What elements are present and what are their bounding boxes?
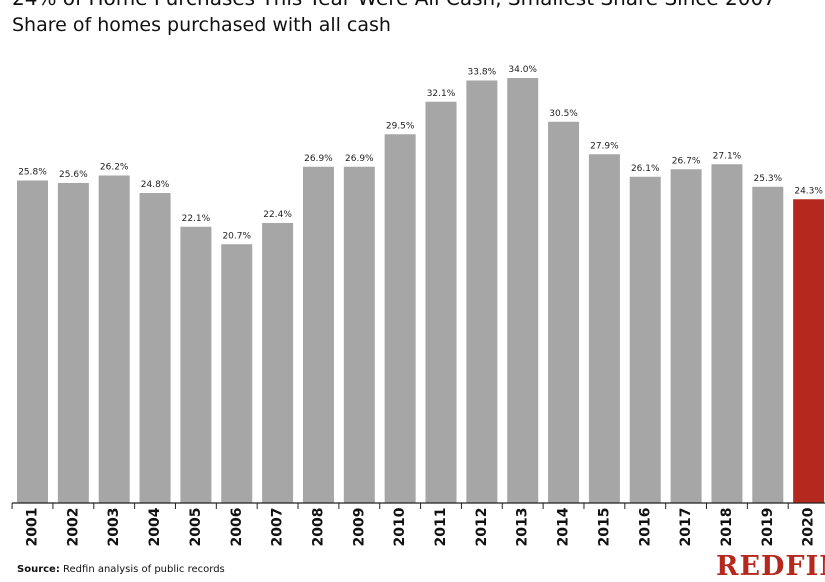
bar-2005 — [180, 226, 212, 503]
data-label-2012: 33.8% — [468, 68, 497, 78]
x-tick-label-2013: 2013 — [515, 508, 531, 547]
bar-2002 — [57, 183, 89, 503]
bar-2009 — [343, 166, 375, 503]
data-label-2017: 26.7% — [672, 156, 701, 166]
data-label-2016: 26.1% — [631, 164, 660, 174]
bar-2010 — [384, 134, 416, 503]
bar-2003 — [98, 175, 130, 503]
x-tick-label-2011: 2011 — [433, 508, 449, 547]
bar-2008 — [302, 166, 334, 503]
data-label-2007: 22.4% — [263, 210, 292, 220]
bar-2007 — [262, 223, 294, 503]
x-tick-label-2003: 2003 — [106, 508, 122, 547]
x-tick-label-2018: 2018 — [719, 508, 735, 547]
data-label-2015: 27.9% — [590, 141, 619, 151]
bar-2004 — [139, 193, 171, 503]
x-tick-label-2010: 2010 — [392, 507, 408, 546]
x-tick-label-2012: 2012 — [474, 508, 490, 547]
bar-2018 — [711, 164, 743, 503]
bar-2016 — [629, 176, 661, 503]
bar-2014 — [548, 121, 580, 503]
x-tick-label-2009: 2009 — [351, 508, 367, 547]
data-label-2011: 32.1% — [427, 89, 456, 99]
bar-2020 — [793, 199, 825, 503]
redfin-logo: REDFIN — [716, 551, 825, 582]
data-label-2013: 34.0% — [508, 65, 537, 75]
data-label-2008: 26.9% — [304, 154, 333, 164]
data-label-2005: 22.1% — [182, 214, 211, 224]
x-tick-label-2017: 2017 — [678, 508, 694, 547]
bar-2012 — [466, 80, 498, 503]
bar-2015 — [588, 154, 620, 503]
data-label-2002: 25.6% — [59, 170, 88, 180]
source-note: Source: Redfin analysis of public record… — [17, 564, 225, 575]
x-tick-label-2016: 2016 — [637, 508, 653, 547]
source-text: Redfin analysis of public records — [63, 564, 225, 575]
bar-2006 — [221, 244, 253, 503]
x-tick-label-2014: 2014 — [556, 507, 572, 546]
bar-2001 — [17, 180, 48, 503]
data-label-2018: 27.1% — [713, 151, 742, 161]
bar-2013 — [507, 78, 539, 503]
x-tick-label-2004: 2004 — [147, 507, 163, 546]
data-label-2009: 26.9% — [345, 154, 374, 164]
x-tick-label-2006: 2006 — [229, 508, 245, 547]
data-label-2004: 24.8% — [141, 180, 170, 190]
x-tick-label-2005: 2005 — [188, 508, 204, 547]
data-label-2006: 20.7% — [222, 231, 251, 241]
x-tick-label-2001: 2001 — [25, 508, 41, 547]
data-label-2001: 25.8% — [18, 168, 47, 178]
bar-2011 — [425, 101, 457, 503]
x-tick-label-2007: 2007 — [270, 508, 286, 547]
bar-2017 — [670, 169, 702, 503]
data-label-2003: 26.2% — [100, 163, 129, 173]
bar-2019 — [752, 186, 784, 503]
x-tick-label-2020: 2020 — [801, 507, 817, 546]
x-tick-label-2019: 2019 — [760, 508, 776, 547]
x-tick-label-2002: 2002 — [65, 508, 81, 547]
data-label-2020: 24.3% — [794, 186, 823, 196]
chart-subtitle: Share of homes purchased with all cash — [12, 14, 391, 36]
source-label: Source: — [17, 564, 60, 575]
x-tick-label-2015: 2015 — [596, 508, 612, 547]
data-label-2010: 29.5% — [386, 121, 415, 131]
data-label-2014: 30.5% — [549, 109, 578, 119]
x-tick-label-2008: 2008 — [310, 508, 326, 547]
chart-title: 24% of Home Purchases This Year Were All… — [12, 0, 776, 10]
data-label-2019: 25.3% — [754, 174, 783, 184]
